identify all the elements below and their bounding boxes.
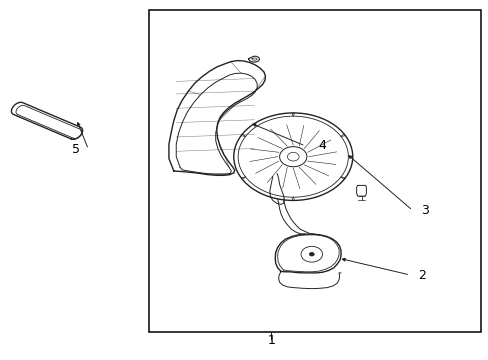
Text: 3: 3 <box>420 204 428 217</box>
Circle shape <box>279 147 306 167</box>
Text: 2: 2 <box>418 269 426 282</box>
Text: 1: 1 <box>267 334 275 347</box>
Circle shape <box>309 252 314 256</box>
Text: 4: 4 <box>318 139 326 152</box>
Bar <box>149 10 480 332</box>
Text: 5: 5 <box>72 143 80 156</box>
